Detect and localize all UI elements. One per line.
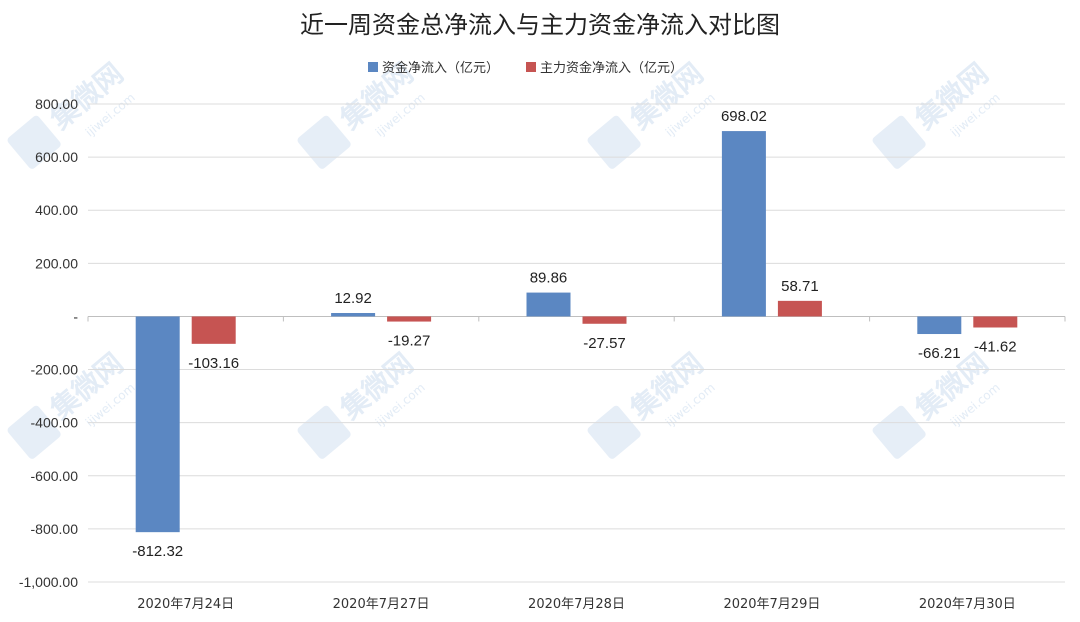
grid: [87, 103, 1066, 583]
data-label: -66.21: [918, 345, 961, 362]
watermark-logo-icon: [872, 115, 926, 169]
bar: [526, 292, 571, 317]
y-tick-label: -200.00: [31, 362, 79, 378]
y-axis: 800.00 600.00 400.00 200.00 - -200.00 -400.00 -…: [19, 96, 79, 590]
data-label: -812.32: [132, 543, 183, 560]
x-tick-label: 2020年7月30日: [919, 597, 1016, 612]
watermark-text: 集微网: [623, 347, 709, 427]
y-tick-label: -: [73, 308, 78, 324]
watermark-logo-icon: [587, 115, 641, 169]
legend-label: 资金净流入（亿元）: [382, 60, 499, 76]
y-tick-label: 800.00: [35, 96, 78, 112]
legend-label: 主力资金净流入（亿元）: [540, 60, 683, 76]
x-axis: 2020年7月24日 2020年7月27日 2020年7月28日 2020年7月29日…: [137, 597, 1016, 612]
data-label: 698.02: [721, 108, 767, 125]
watermark-logo-icon: [297, 115, 351, 169]
data-label: -19.27: [388, 333, 431, 350]
legend-swatch: [368, 62, 378, 72]
y-tick-label: -800.00: [31, 521, 79, 537]
data-label: 89.86: [530, 270, 568, 287]
watermark-text: 集微网: [333, 347, 419, 427]
legend: 资金净流入（亿元） 主力资金净流入（亿元）: [368, 60, 683, 76]
x-tick-label: 2020年7月27日: [333, 597, 430, 612]
bar: [331, 313, 376, 317]
y-tick-label: 400.00: [35, 202, 78, 218]
data-label: 58.71: [781, 278, 819, 295]
watermark-text: 集微网: [908, 57, 994, 137]
data-label: -27.57: [583, 335, 626, 352]
watermark-logo-icon: [7, 115, 61, 169]
x-tick-label: 2020年7月29日: [723, 597, 820, 612]
data-label: 12.92: [334, 290, 372, 307]
data-label: -103.16: [188, 355, 239, 372]
bar: [135, 316, 180, 533]
watermark-logo-icon: [872, 405, 926, 459]
y-tick-label: -400.00: [31, 415, 79, 431]
bar: [191, 316, 236, 344]
bars: -812.32 12.92 89.86 698.02 -66.21 -103.16 -19.…: [132, 108, 1018, 560]
watermark-logo-icon: [587, 405, 641, 459]
y-tick-label: -600.00: [31, 468, 79, 484]
y-tick-label: -1,000.00: [19, 574, 78, 590]
x-tick-label: 2020年7月24日: [137, 597, 234, 612]
data-label: -41.62: [974, 338, 1017, 355]
bar: [387, 316, 432, 322]
bar: [973, 316, 1018, 328]
legend-swatch: [526, 62, 536, 72]
y-tick-label: 200.00: [35, 255, 78, 271]
bar: [721, 131, 766, 317]
watermark-logo-icon: [297, 405, 351, 459]
bar: [582, 316, 627, 324]
x-tick-label: 2020年7月28日: [528, 597, 625, 612]
watermark-logo-icon: [7, 405, 61, 459]
chart-title: 近一周资金总净流入与主力资金净流入对比图: [300, 11, 780, 39]
bar: [917, 316, 962, 335]
bar: [777, 300, 822, 317]
y-tick-label: 600.00: [35, 149, 78, 165]
